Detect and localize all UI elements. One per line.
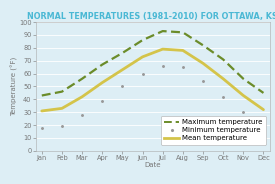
X-axis label: Date: Date xyxy=(144,162,161,168)
Y-axis label: Temperature (°F): Temperature (°F) xyxy=(10,57,18,116)
Legend: Maximum temperature, Minimum temperature, Mean temperature: Maximum temperature, Minimum temperature… xyxy=(161,116,266,145)
Title: NORMAL TEMPERATURES (1981-2010) FOR OTTAWA, KS: NORMAL TEMPERATURES (1981-2010) FOR OTTA… xyxy=(27,12,275,21)
